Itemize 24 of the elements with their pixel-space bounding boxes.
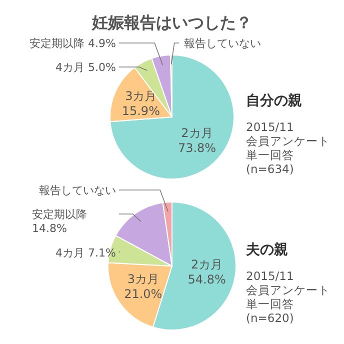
text: 自分の親 [246,92,302,109]
text: 単一回答 [246,297,294,311]
text: 2015/11 [246,120,294,134]
chart-title: 妊娠報告はいつした？ [91,13,252,32]
slice-label: 3カ月 [127,272,159,286]
data-label: 73.8% [178,141,216,156]
data-label: 14.8% [32,222,67,235]
slice-label: 4カ月 5.0% [56,61,116,74]
text: 会員アンケート [246,283,330,297]
data-label: 15.9% [122,104,160,118]
slice-label: 2カ月 [190,257,223,272]
text: 単一回答 [246,148,294,162]
slice-label: 安定期以降 4.9% [30,37,116,50]
text: 会員アンケート [246,134,330,148]
text: 2015/11 [246,269,294,283]
slice-label: 報告していない [39,184,116,197]
data-label: 54.8% [188,272,226,286]
text: 夫の親 [245,241,288,258]
text: (n=620) [246,311,294,325]
slice-label: 2カ月 [181,126,213,140]
slice-label: 安定期以降 [32,208,87,221]
slice-label: 報告していない [184,37,261,50]
text: (n=634) [246,162,294,176]
data-label: 21.0% [124,287,162,302]
